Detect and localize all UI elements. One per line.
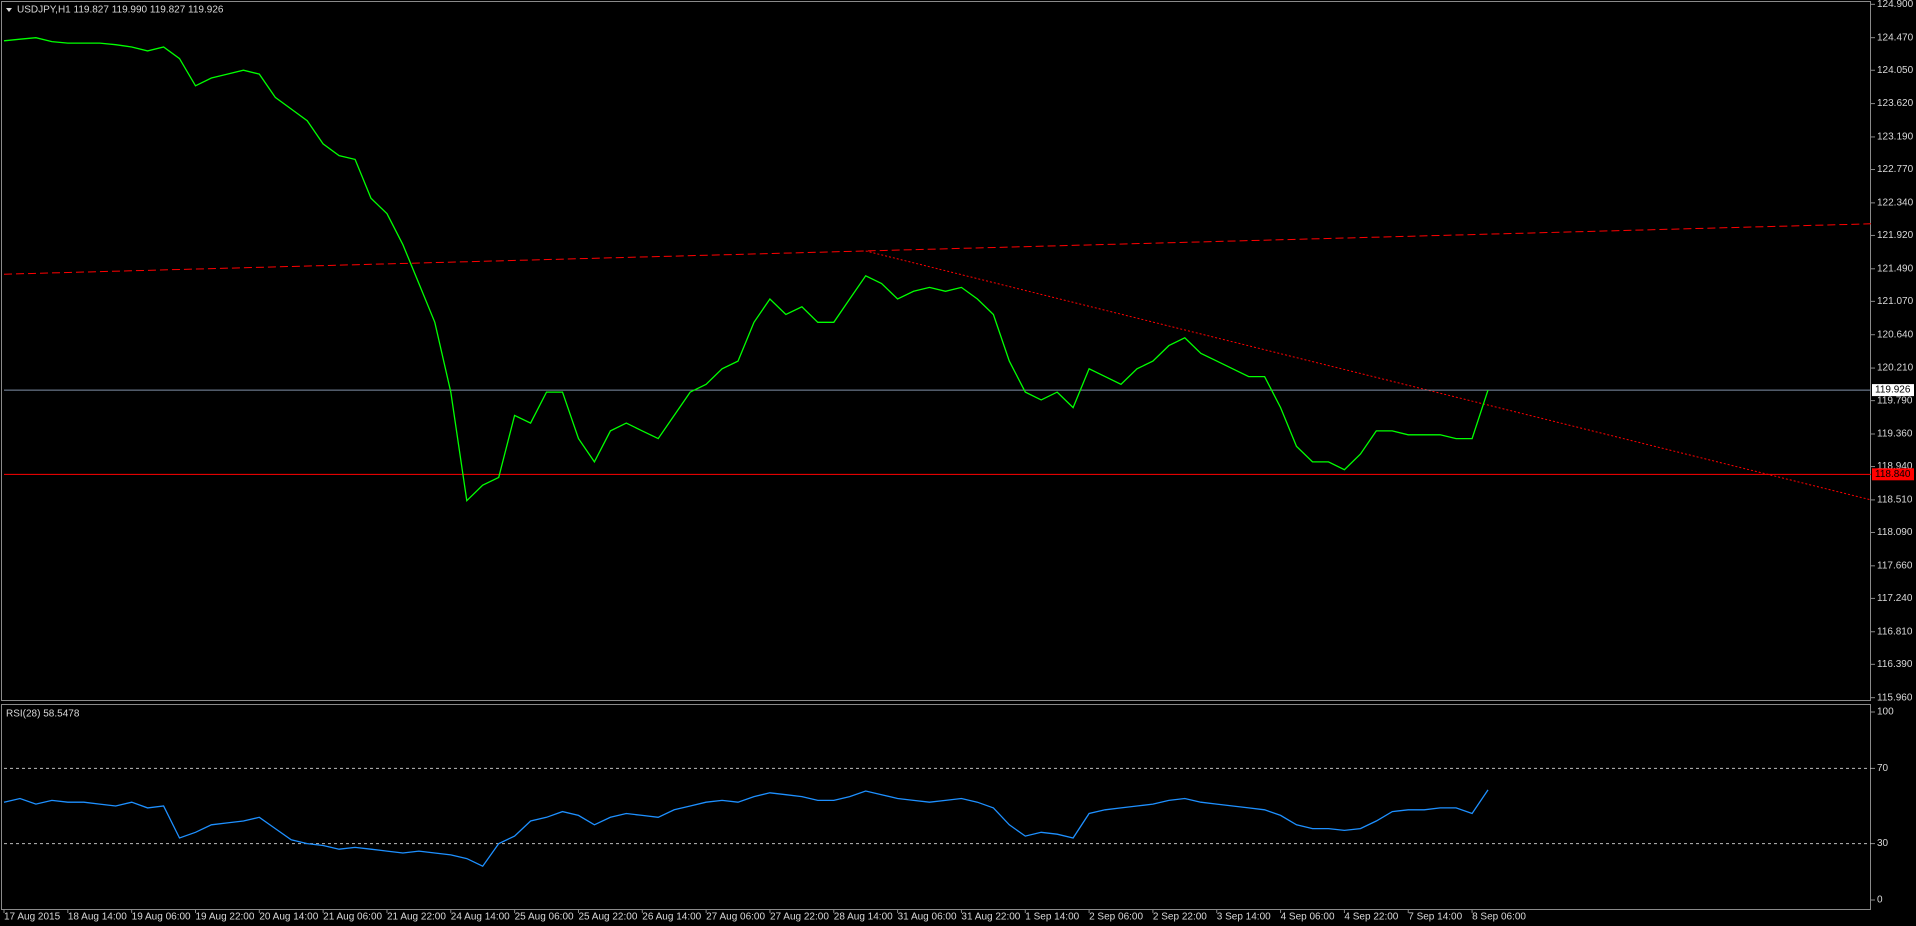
rsi-title: RSI(28) 58.5478 xyxy=(6,709,80,720)
x-tick-label: 21 Aug 22:00 xyxy=(387,912,446,923)
y-tick-label: 122.340 xyxy=(1877,198,1914,209)
x-tick-label: 2 Sep 06:00 xyxy=(1089,912,1143,923)
y-tick-label: 0 xyxy=(1877,895,1883,906)
price-panel-frame xyxy=(1,1,1871,701)
price-label-box xyxy=(1872,468,1914,481)
x-tick-label: 21 Aug 06:00 xyxy=(323,912,382,923)
x-tick-label: 3 Sep 14:00 xyxy=(1217,912,1271,923)
price-line xyxy=(3,37,1489,503)
y-tick-label: 124.050 xyxy=(1877,65,1914,76)
x-tick-label: 27 Aug 22:00 xyxy=(770,912,829,923)
y-tick-label: 119.790 xyxy=(1877,395,1913,406)
y-tick-label: 121.070 xyxy=(1877,296,1914,307)
y-tick-label: 121.490 xyxy=(1877,263,1914,274)
menu-triangle xyxy=(6,8,12,12)
y-tick-label: 121.920 xyxy=(1877,230,1914,241)
y-tick-label: 100 xyxy=(1877,707,1894,718)
y-tick-label: 122.770 xyxy=(1877,164,1914,175)
y-tick-label: 120.640 xyxy=(1877,329,1914,340)
y-tick-label: 119.360 xyxy=(1877,429,1913,440)
x-tick-label: 27 Aug 06:00 xyxy=(706,912,765,923)
rsi-panel-frame xyxy=(1,704,1871,910)
x-tick-label: 19 Aug 22:00 xyxy=(195,912,254,923)
y-tick-label: 116.390 xyxy=(1877,659,1913,670)
y-tick-label: 30 xyxy=(1877,838,1889,849)
x-tick-label: 1 Sep 14:00 xyxy=(1025,912,1079,923)
y-tick-label: 124.900 xyxy=(1877,0,1914,10)
x-tick-label: 8 Sep 06:00 xyxy=(1472,912,1526,923)
y-tick-label: 123.190 xyxy=(1877,132,1914,143)
y-tick-label: 124.470 xyxy=(1877,32,1914,43)
x-tick-label: 2 Sep 22:00 xyxy=(1153,912,1207,923)
x-tick-label: 25 Aug 06:00 xyxy=(515,912,574,923)
price-label: 119.926 xyxy=(1875,385,1911,396)
x-tick-label: 17 Aug 2015 xyxy=(4,912,61,923)
x-tick-label: 4 Sep 22:00 xyxy=(1344,912,1398,923)
y-tick-label: 115.960 xyxy=(1877,692,1913,703)
x-tick-label: 7 Sep 14:00 xyxy=(1408,912,1462,923)
x-tick-label: 18 Aug 14:00 xyxy=(68,912,127,923)
chart-title: USDJPY,H1 119.827 119.990 119.827 119.92… xyxy=(17,5,224,16)
y-tick-label: 123.620 xyxy=(1877,98,1914,109)
x-tick-label: 26 Aug 14:00 xyxy=(642,912,701,923)
y-tick-label: 117.240 xyxy=(1877,593,1913,604)
x-tick-label: 31 Aug 06:00 xyxy=(898,912,957,923)
price-line xyxy=(3,789,1489,868)
x-tick-label: 4 Sep 06:00 xyxy=(1281,912,1335,923)
y-tick-label: 117.660 xyxy=(1877,560,1913,571)
y-tick-label: 118.510 xyxy=(1877,495,1913,506)
y-tick-label: 118.940 xyxy=(1877,461,1913,472)
x-tick-label: 24 Aug 14:00 xyxy=(451,912,510,923)
x-tick-label: 28 Aug 14:00 xyxy=(834,912,893,923)
x-tick-label: 19 Aug 06:00 xyxy=(132,912,191,923)
price-label-box xyxy=(1872,384,1914,397)
y-tick-label: 120.210 xyxy=(1877,363,1914,374)
y-tick-label: 116.810 xyxy=(1877,626,1913,637)
y-tick-label: 70 xyxy=(1877,763,1889,774)
y-tick-label: 118.090 xyxy=(1877,527,1913,538)
x-tick-label: 20 Aug 14:00 xyxy=(259,912,318,923)
price-label: 118.840 xyxy=(1875,469,1911,480)
x-tick-label: 25 Aug 22:00 xyxy=(578,912,637,923)
x-tick-label: 31 Aug 22:00 xyxy=(961,912,1020,923)
trend-line xyxy=(865,250,1872,501)
